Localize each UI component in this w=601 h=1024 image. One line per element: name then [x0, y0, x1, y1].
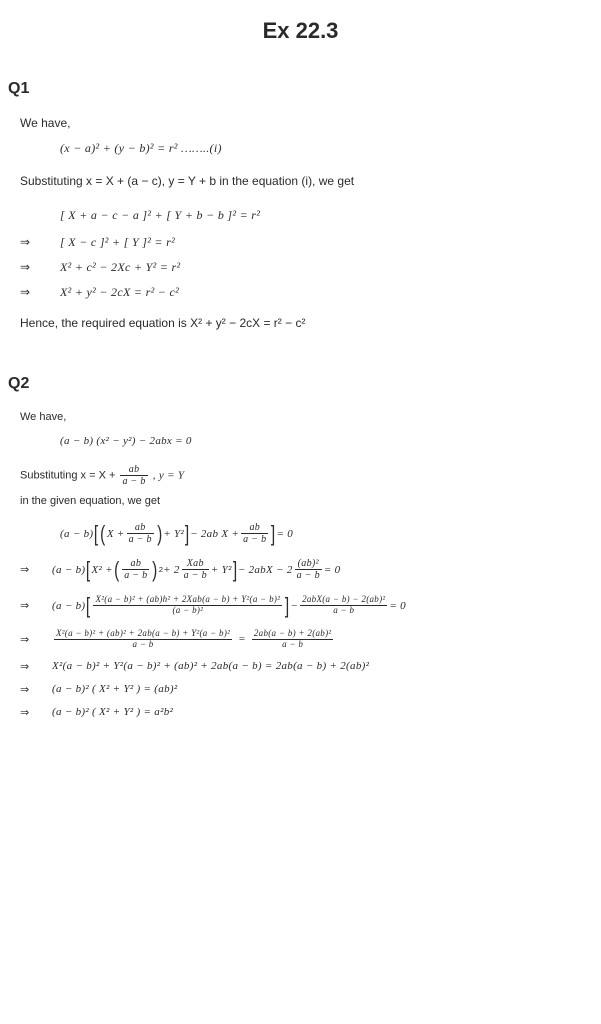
implies-icon: ⇒	[8, 660, 52, 673]
q1-eq3: [ X − c ]² + [ Y ]² = r²	[52, 235, 175, 250]
q1-substituting: Substituting x = X + (a − c), y = Y + b …	[8, 172, 593, 191]
q1-eq2: [ X + a − c − a ]² + [ Y + b − b ]² = r²	[8, 206, 593, 225]
q2-row3: ⇒ (a − b) [ X² + ( ab a − b ) 2 + 2 Xab …	[8, 557, 593, 583]
q1-hence: Hence, the required equation is X² + y² …	[8, 314, 593, 333]
q2-sub1a: Substituting x = X +	[20, 470, 118, 482]
q2-row7: ⇒ (a − b)² ( X² + Y² ) = (ab)²	[8, 683, 593, 696]
q2-row4: ⇒ (a − b) [ X²(a − b)² + (ab)h² + 2Xab(a…	[8, 593, 593, 619]
exercise-title: Ex 22.3	[8, 18, 593, 44]
q2-row2: (a − b) [ ( X + ab a − b ) + Y² ] − 2ab …	[8, 521, 593, 547]
implies-icon: ⇒	[8, 285, 52, 299]
q1-row5: ⇒ X² + y² − 2cX = r² − c²	[8, 285, 593, 300]
q2-row5: ⇒ X²(a − b)² + (ab)² + 2ab(a − b) + Y²(a…	[8, 629, 593, 650]
implies-icon: ⇒	[8, 599, 52, 612]
q2-row6: ⇒ X²(a − b)² + Y²(a − b)² + (ab)² + 2ab(…	[8, 660, 593, 673]
bracket-left-icon: [	[86, 557, 90, 583]
paren-right-icon: )	[157, 521, 162, 547]
bracket-right-icon: ]	[233, 557, 237, 583]
q1-row4: ⇒ X² + c² − 2Xc + Y² = r²	[8, 260, 593, 275]
q2-eq1: (a − b) (x² − y²) − 2abx = 0	[8, 433, 593, 451]
q1-eq5: X² + y² − 2cX = r² − c²	[52, 285, 179, 300]
q2-eq7: (a − b)² ( X² + Y² ) = (ab)²	[52, 683, 177, 695]
q2-sub-line1: Substituting x = X + ab a − b , y = Y	[8, 464, 593, 487]
bracket-left-icon: [	[86, 593, 90, 619]
bracket-right-icon: ]	[285, 593, 289, 619]
q2-eq2a: (a − b)	[60, 528, 93, 540]
implies-icon: ⇒	[8, 633, 52, 646]
q2-heading: Q2	[8, 375, 593, 393]
q2-row8: ⇒ (a − b)² ( X² + Y² ) = a²b²	[8, 706, 593, 719]
q1-wehave: We have,	[8, 114, 593, 133]
implies-icon: ⇒	[8, 260, 52, 274]
implies-icon: ⇒	[8, 563, 52, 576]
implies-icon: ⇒	[8, 706, 52, 719]
paren-left-icon: (	[114, 557, 119, 583]
q2-eq2e-frac: ab a − b	[241, 522, 268, 545]
q1-row3: ⇒ [ X − c ]² + [ Y ]² = r²	[8, 235, 593, 250]
q2-sub1b: , y = Y	[153, 470, 185, 482]
q1-eq4: X² + c² − 2Xc + Y² = r²	[52, 260, 180, 275]
paren-left-icon: (	[101, 521, 106, 547]
implies-icon: ⇒	[8, 235, 52, 249]
implies-icon: ⇒	[8, 683, 52, 696]
bracket-right-icon: ]	[185, 521, 189, 547]
math-document-page: Ex 22.3 Q1 We have, (x − a)² + (y − b)² …	[0, 0, 601, 1024]
q2-eq8: (a − b)² ( X² + Y² ) = a²b²	[52, 706, 173, 718]
bracket-left-icon: [	[94, 521, 98, 547]
q2-eq2b-frac: ab a − b	[127, 522, 154, 545]
q2-eq6: X²(a − b)² + Y²(a − b)² + (ab)² + 2ab(a …	[52, 660, 369, 672]
q2-sub1-frac: ab a − b	[120, 464, 147, 487]
q2-sub-line2: in the given equation, we get	[8, 493, 593, 511]
q1-eq1: (x − a)² + (y − b)² = r² ……..(i)	[8, 139, 593, 158]
q2-wehave: We have,	[8, 409, 593, 427]
q1-heading: Q1	[8, 80, 593, 98]
q1-sub-text: Substituting x = X + (a − c), y = Y + b …	[20, 174, 354, 188]
bracket-right-icon: ]	[271, 521, 275, 547]
paren-right-icon: )	[153, 557, 158, 583]
